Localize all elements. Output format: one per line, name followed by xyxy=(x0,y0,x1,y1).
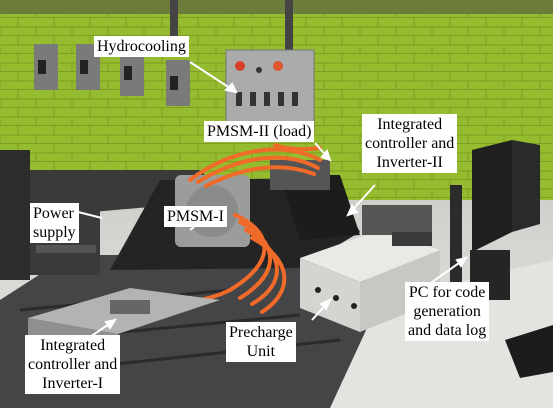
precharge-label: Precharge Unit xyxy=(226,322,296,362)
inverter-i-label: Integrated controller and Inverter-I xyxy=(25,335,121,394)
pmsm-ii-motor xyxy=(270,160,330,190)
pmsm-i-label: PMSM-I xyxy=(164,206,227,227)
power-supply-label: Power supply xyxy=(30,203,79,243)
hydrocooling-label: Hydrocooling xyxy=(94,36,189,57)
keyboard xyxy=(505,325,553,378)
wall-disconnect-switches xyxy=(34,44,190,106)
pc-label: PC for code generation and data log xyxy=(405,282,490,341)
hydrocooling-panel xyxy=(225,49,315,133)
ceiling-beam xyxy=(0,0,553,14)
inverter-ii-box xyxy=(362,205,432,246)
inverter-ii-label: Integrated controller and Inverter-II xyxy=(362,114,458,173)
pmsm-ii-label: PMSM-II (load) xyxy=(204,121,315,142)
pc-monitors xyxy=(450,140,540,300)
